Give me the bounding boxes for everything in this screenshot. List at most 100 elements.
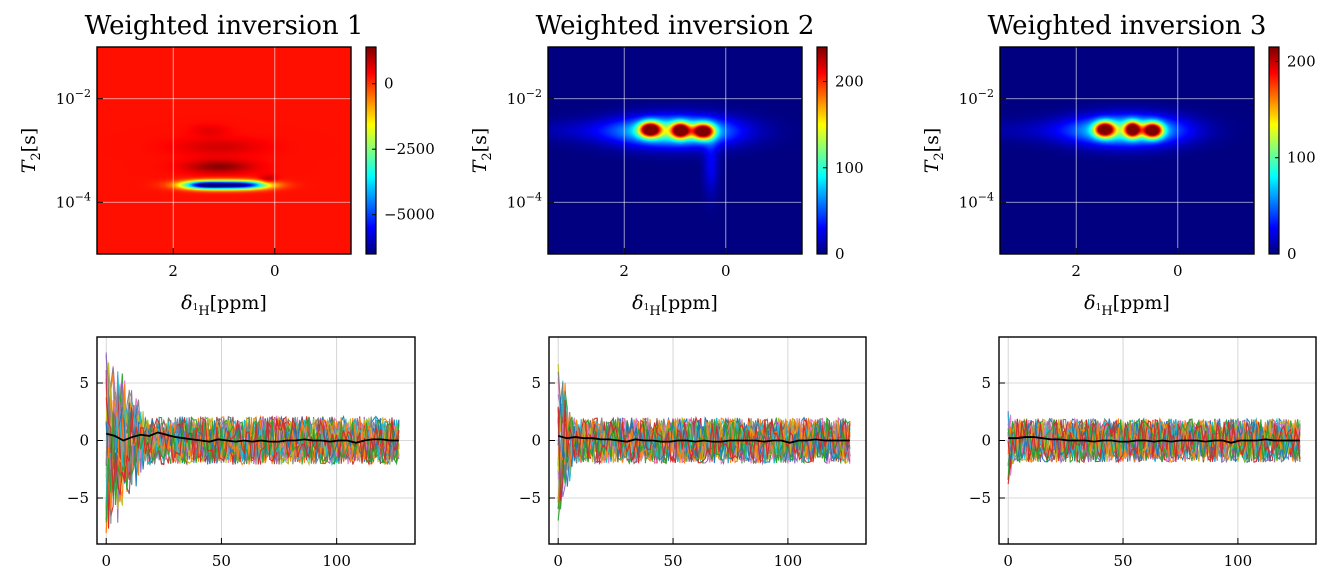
x-tick-label: 0: [553, 552, 563, 570]
heatmap-image: [1000, 47, 1254, 254]
x-label-symbol: δ: [1084, 292, 1095, 314]
y-axis-label: T2[s]: [921, 128, 947, 174]
y-tick-base: 10: [56, 193, 75, 211]
x-label-sub: H: [649, 304, 660, 319]
x-tick-label: 0: [1173, 262, 1183, 280]
chart-title: Weighted inversion 1: [85, 11, 364, 41]
y-label-symbol: T: [469, 159, 491, 173]
x-axis-label: δ1H[ppm]: [632, 292, 718, 319]
x-tick-label: 50: [1113, 552, 1132, 570]
colorbar: [366, 47, 376, 254]
colorbar-frame: [1268, 46, 1280, 255]
x-label-unit: [ppm]: [210, 292, 267, 314]
noise-trace: [557, 407, 851, 474]
axes-frame: [547, 46, 803, 255]
x-label-sub-sup: 1: [193, 303, 199, 313]
y-tick-label: 0: [981, 432, 991, 450]
x-label-sub: H: [198, 304, 209, 319]
chart-title: Weighted inversion 2: [536, 11, 815, 41]
y-tick-label: −5: [969, 489, 991, 507]
colorbar-frame: [365, 46, 377, 255]
mean-curve: [557, 435, 850, 444]
heatmap-image: [548, 47, 802, 254]
mean-curve: [105, 431, 399, 444]
noise-trace: [557, 410, 851, 509]
x-tick-label: 2: [619, 262, 629, 280]
colorbar-tick-label: 100: [1287, 149, 1316, 167]
y-tick-base: 10: [959, 90, 978, 108]
x-label-unit: [ppm]: [661, 292, 718, 314]
y-tick-label: −5: [519, 489, 541, 507]
y-tick-label: 10−4: [56, 190, 91, 211]
x-tick-label: 50: [663, 552, 682, 570]
y-tick-base: 10: [56, 90, 75, 108]
traces: [1007, 410, 1301, 485]
y-tick-label: 5: [531, 374, 541, 392]
x-label-unit: [ppm]: [1113, 292, 1170, 314]
x-tick-label: 50: [212, 552, 231, 570]
y-label-symbol: T: [921, 159, 943, 173]
colorbar-frame: [816, 46, 828, 255]
y-label-sub: 2: [29, 152, 44, 160]
colorbar: [1269, 47, 1279, 254]
colorbar: [817, 47, 827, 254]
colorbar-tick-label: 100: [835, 159, 864, 177]
noise-trace: [1007, 418, 1301, 464]
y-tick-label: −5: [67, 489, 89, 507]
x-tick-label: 0: [270, 262, 280, 280]
y-tick-exponent: −2: [75, 87, 91, 100]
y-tick-label: 0: [531, 432, 541, 450]
colorbar-tick-label: 200: [835, 73, 864, 91]
x-tick-label: 2: [1071, 262, 1081, 280]
y-axis-label: T2[s]: [18, 128, 44, 174]
colorbar-tick-label: 200: [1287, 52, 1316, 70]
axes-frame: [96, 46, 352, 255]
y-label-symbol: T: [18, 159, 40, 173]
y-tick-label: 10−2: [959, 87, 994, 108]
x-label-symbol: δ: [632, 292, 643, 314]
y-label-unit: [s]: [469, 128, 491, 153]
x-axis-label: δ1H[ppm]: [1084, 292, 1170, 319]
y-tick-label: 5: [79, 374, 89, 392]
traces: [557, 364, 851, 521]
x-tick-label: 0: [721, 262, 731, 280]
chart-title: Weighted inversion 3: [988, 11, 1267, 41]
noise-trace: [1007, 418, 1301, 469]
x-axis-label: δ1H[ppm]: [181, 292, 267, 319]
y-axis-label: T2[s]: [469, 128, 495, 174]
y-tick-exponent: −4: [978, 190, 994, 203]
colorbar-tick-label: −2500: [384, 140, 435, 158]
x-label-sub-sup: 1: [644, 303, 650, 313]
y-tick-base: 10: [507, 90, 526, 108]
y-label-sub: 2: [932, 152, 947, 160]
x-tick-label: 100: [322, 552, 351, 570]
y-tick-exponent: −2: [526, 87, 542, 100]
y-tick-label: 10−2: [507, 87, 542, 108]
y-tick-exponent: −4: [75, 190, 91, 203]
axes-frame: [999, 46, 1255, 255]
y-tick-label: 10−4: [507, 190, 542, 211]
y-tick-exponent: −2: [978, 87, 994, 100]
y-tick-label: 10−2: [56, 87, 91, 108]
x-tick-label: 0: [1003, 552, 1013, 570]
colorbar-tick-label: 0: [384, 75, 394, 93]
y-tick-base: 10: [959, 193, 978, 211]
y-label-unit: [s]: [921, 128, 943, 153]
x-label-sub: H: [1101, 304, 1112, 319]
x-tick-label: 2: [168, 262, 178, 280]
mean-curve: [1008, 436, 1300, 444]
y-tick-label: 0: [79, 432, 89, 450]
traces: [105, 352, 400, 534]
y-label-unit: [s]: [18, 128, 40, 153]
x-tick-label: 100: [1224, 552, 1253, 570]
colorbar-tick-label: 0: [1287, 245, 1297, 263]
y-tick-label: 10−4: [959, 190, 994, 211]
noise-trace: [105, 397, 400, 496]
